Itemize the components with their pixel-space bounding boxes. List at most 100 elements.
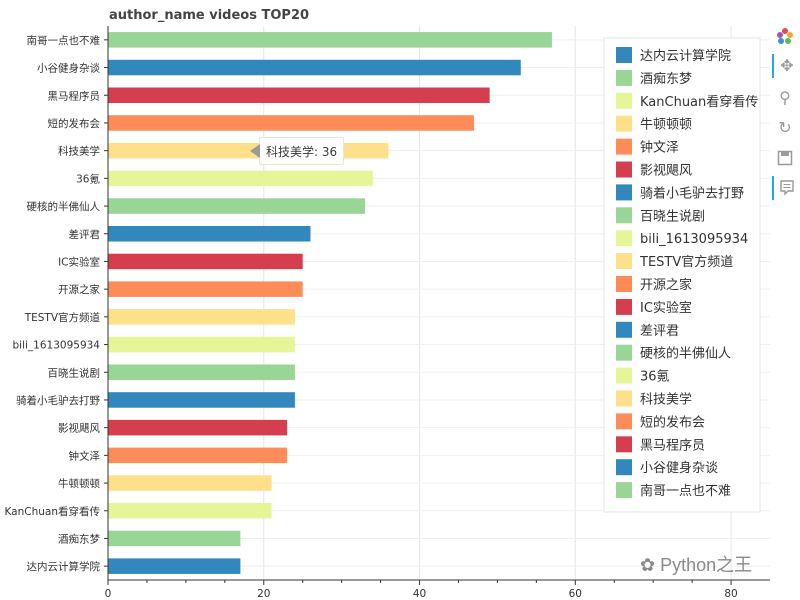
bar[interactable]: [108, 530, 241, 547]
bar[interactable]: [108, 447, 288, 464]
bar[interactable]: [108, 253, 303, 270]
legend-swatch[interactable]: [616, 482, 632, 499]
legend-label[interactable]: 骑着小毛驴去打野: [640, 185, 744, 201]
y-tick-label: 百晓生说剧: [48, 366, 101, 379]
bar[interactable]: [108, 225, 311, 242]
legend-label[interactable]: 酒痴东梦: [640, 71, 692, 87]
legend-label[interactable]: 百晓生说剧: [640, 209, 705, 224]
y-tick-label: 科技美学: [58, 145, 100, 158]
y-tick-label: 开源之家: [58, 283, 100, 296]
bar[interactable]: [108, 198, 366, 214]
y-tick-label: IC实验室: [58, 255, 100, 268]
legend-swatch[interactable]: [616, 253, 632, 270]
legend-swatch[interactable]: [616, 138, 632, 155]
bokeh-logo-icon[interactable]: [772, 24, 798, 48]
legend-label[interactable]: KanChuan看穿看传: [640, 94, 758, 110]
legend-swatch[interactable]: [616, 321, 632, 338]
legend-label[interactable]: TESTV官方频道: [639, 254, 733, 270]
legend-label[interactable]: IC实验室: [640, 300, 692, 316]
legend-label[interactable]: 开源之家: [640, 277, 692, 293]
legend-swatch[interactable]: [616, 459, 632, 476]
bar[interactable]: [108, 309, 295, 325]
legend-label[interactable]: 硬核的半佛仙人: [640, 346, 731, 362]
x-tick-label: 0: [105, 588, 112, 600]
legend-label[interactable]: 差评君: [640, 324, 679, 339]
legend-swatch[interactable]: [616, 230, 632, 247]
bar[interactable]: [108, 392, 295, 408]
legend-swatch[interactable]: [616, 344, 632, 361]
x-tick-label: 60: [569, 588, 582, 600]
bar[interactable]: [108, 281, 303, 297]
bar[interactable]: [108, 475, 272, 491]
bar[interactable]: [108, 32, 552, 48]
hover-tooltip: 科技美学: 36: [249, 137, 345, 165]
y-tick-label: 骑着小毛驴去打野: [16, 394, 100, 407]
bar[interactable]: [108, 558, 241, 574]
y-tick-label: 钟文泽: [69, 449, 101, 462]
legend-label[interactable]: 短的发布会: [640, 414, 705, 430]
save-icon[interactable]: [772, 146, 798, 170]
bar[interactable]: [108, 170, 373, 187]
y-tick-label: 达内云计算学院: [27, 560, 101, 573]
y-tick-label: 小谷健身杂谈: [37, 62, 100, 75]
legend-swatch[interactable]: [616, 367, 632, 384]
y-tick-label: 酒痴东梦: [58, 532, 100, 545]
legend-swatch[interactable]: [616, 69, 632, 86]
legend-swatch[interactable]: [616, 184, 632, 201]
legend-swatch[interactable]: [616, 161, 632, 178]
y-tick-label: 36氪: [76, 172, 100, 185]
legend-label[interactable]: 36氪: [640, 369, 670, 385]
watermark: ✿ Python之王: [640, 551, 752, 577]
x-tick-label: 20: [257, 588, 270, 600]
wheel-zoom-icon[interactable]: ⚲: [779, 88, 791, 107]
reset-icon[interactable]: ↻: [778, 118, 792, 137]
bar[interactable]: [108, 336, 295, 353]
y-tick-label: TESTV官方频道: [24, 311, 101, 324]
x-tick-label: 40: [413, 588, 426, 600]
bar[interactable]: [108, 502, 272, 519]
legend-swatch[interactable]: [616, 436, 632, 453]
legend-label[interactable]: 影视飓风: [640, 164, 692, 179]
legend-swatch[interactable]: [616, 298, 632, 315]
x-tick-label: 80: [724, 588, 737, 600]
y-tick-label: 影视飓风: [58, 422, 100, 435]
legend-label[interactable]: 钟文泽: [640, 140, 679, 156]
bar[interactable]: [108, 59, 521, 76]
legend-label[interactable]: 南哥一点也不难: [640, 483, 731, 499]
y-tick-label: 短的发布会: [48, 117, 101, 130]
x-axis: 0 20 40 60 80: [105, 26, 770, 600]
bar[interactable]: [108, 419, 288, 436]
legend-label[interactable]: 达内云计算学院: [640, 48, 731, 64]
legend-label[interactable]: 黑马程序员: [640, 438, 705, 453]
y-tick-label: 差评君: [69, 228, 101, 241]
hover-icon[interactable]: [772, 176, 800, 200]
watermark-text: Python之王: [660, 555, 753, 575]
legend-label[interactable]: 小谷健身杂谈: [640, 460, 718, 476]
legend-swatch[interactable]: [616, 115, 632, 132]
legend-swatch[interactable]: [616, 413, 632, 430]
legend-swatch[interactable]: [616, 92, 632, 109]
bar[interactable]: [108, 87, 490, 104]
bar[interactable]: [108, 364, 295, 381]
y-tick-label: KanChuan看穿看传: [4, 505, 100, 518]
y-tick-label: 南哥一点也不难: [27, 34, 101, 47]
legend-swatch[interactable]: [616, 276, 632, 292]
tooltip-text: 科技美学: 36: [266, 144, 338, 159]
legend-label[interactable]: 科技美学: [640, 392, 692, 408]
chart-toolbar: ✥ ⚲ ↻: [772, 24, 800, 214]
bar[interactable]: [108, 142, 389, 159]
wechat-icon: ✿: [640, 555, 656, 575]
legend-swatch[interactable]: [616, 47, 632, 63]
legend-label[interactable]: bili_1613095934: [640, 232, 748, 247]
y-tick-label: bili_1613095934: [13, 340, 101, 352]
legend-swatch[interactable]: [616, 390, 632, 407]
pan-icon[interactable]: ✥: [772, 54, 800, 78]
legend-label[interactable]: 牛顿顿顿: [640, 118, 692, 133]
bar[interactable]: [108, 115, 475, 131]
chart-title: author_name videos TOP20: [109, 8, 309, 23]
legend-swatch[interactable]: [616, 207, 632, 224]
bars-group: [108, 32, 552, 574]
